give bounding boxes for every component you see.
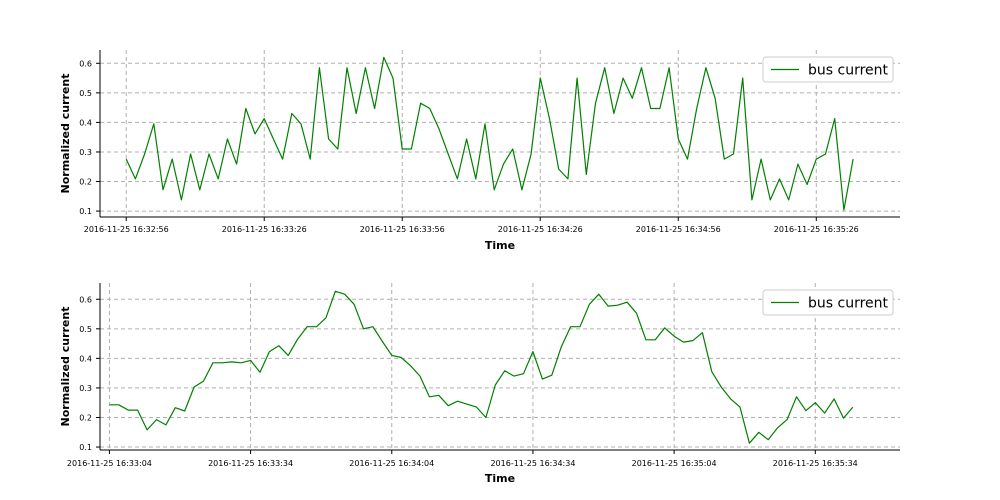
legend-box — [762, 289, 894, 316]
y-tick-label: 0.2 — [79, 413, 92, 422]
x-tick-label: 2016-11-25 16:35:26 — [774, 225, 859, 234]
y-tick-label: 0.4 — [79, 118, 92, 127]
y-axis-label: Normalized current — [59, 307, 72, 427]
x-tick-label: 2016-11-25 16:33:26 — [222, 225, 307, 234]
y-tick-label: 0.1 — [79, 443, 92, 452]
x-tick-label: 2016-11-25 16:33:04 — [67, 459, 152, 468]
legend-label: bus current — [808, 63, 889, 79]
x-tick-label: 2016-11-25 16:33:34 — [208, 459, 293, 468]
series-line-bus-current — [109, 290, 854, 444]
y-tick-label: 0.3 — [79, 148, 92, 157]
series-line-bus-current — [125, 56, 854, 211]
y-tick-label: 0.5 — [79, 325, 92, 334]
x-tick-label: 2016-11-25 16:34:26 — [498, 225, 583, 234]
legend-box — [762, 56, 894, 83]
x-axis-label: Time — [485, 472, 515, 485]
x-axis-label: Time — [485, 239, 515, 252]
chart-panel-2: 2016-11-25 16:33:04 2016-11-25 16:33:34 20… — [59, 283, 900, 485]
chart-panel-1: 2016-11-25 16:32:56 2016-11-25 16:33:26 20… — [59, 50, 900, 252]
x-tick-label: 2016-11-25 16:34:04 — [349, 459, 434, 468]
legend: bus current — [762, 289, 894, 316]
x-tick-label: 2016-11-25 16:35:04 — [632, 459, 717, 468]
x-tick-label: 2016-11-25 16:35:34 — [773, 459, 858, 468]
y-tick-label: 0.5 — [79, 89, 92, 98]
y-tick-label: 0.2 — [79, 178, 92, 187]
y-tick-label: 0.3 — [79, 384, 92, 393]
x-tick-label: 2016-11-25 16:33:56 — [360, 225, 445, 234]
legend-label: bus current — [808, 296, 889, 312]
x-tick-label: 2016-11-25 16:32:56 — [84, 225, 169, 234]
y-tick-label: 0.6 — [79, 59, 92, 68]
x-tick-label: 2016-11-25 16:34:34 — [490, 459, 575, 468]
x-tick-label: 2016-11-25 16:34:56 — [636, 225, 721, 234]
legend: bus current — [762, 56, 894, 83]
y-axis-label: Normalized current — [59, 74, 72, 194]
y-tick-label: 0.6 — [79, 295, 92, 304]
y-tick-label: 0.1 — [79, 207, 92, 216]
y-tick-label: 0.4 — [79, 354, 92, 363]
